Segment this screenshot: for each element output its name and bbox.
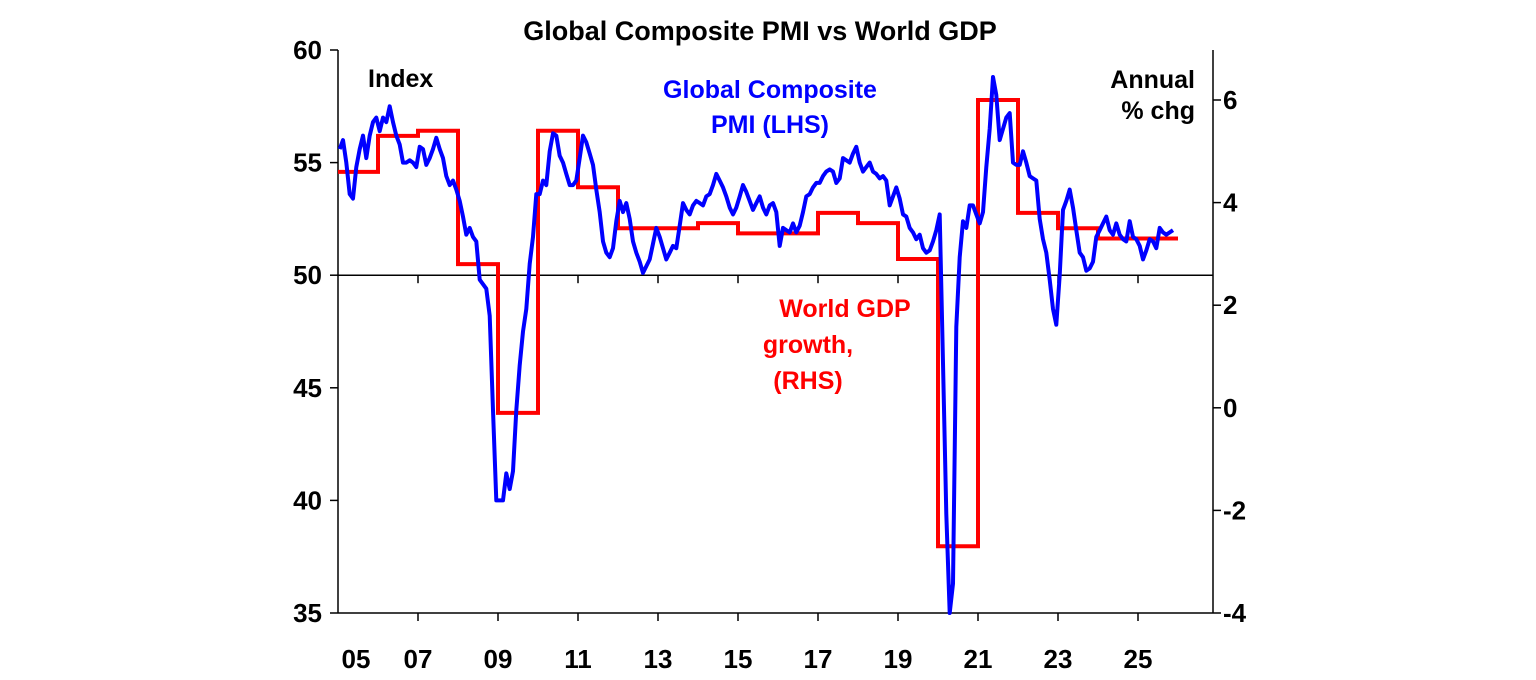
right-axis-tick-label: -2	[1223, 495, 1246, 525]
left-axis-tick-label: 60	[293, 35, 322, 65]
x-axis-tick-label: 23	[1044, 644, 1073, 674]
right-axis-tick-label: 0	[1223, 393, 1237, 423]
left-axis-tick-label: 35	[293, 598, 322, 628]
gdp-series-label-line3: (RHS)	[773, 367, 842, 395]
x-axis-tick-label: 11	[564, 644, 592, 674]
x-axis-tick-label: 25	[1124, 644, 1153, 674]
chart-title: Global Composite PMI vs World GDP	[523, 16, 997, 46]
gdp-series-label-line1: World GDP	[779, 295, 910, 323]
x-axis-tick-label: 05	[342, 644, 371, 674]
x-axis-tick-label: 07	[404, 644, 433, 674]
x-axis-tick-label: 17	[804, 644, 833, 674]
right-axis-label-line1: Annual	[1110, 66, 1195, 94]
gdp-series-label-line2: growth,	[763, 331, 853, 359]
series-marks	[337, 75, 1178, 615]
x-axis-tick-label: 21	[964, 644, 993, 674]
x-axis-tick-label: 09	[484, 644, 513, 674]
gdp-growth-line	[338, 98, 1178, 549]
left-axis-tick-label: 50	[293, 260, 322, 290]
left-axis-tick-label: 40	[293, 485, 322, 515]
x-axis-tick-label: 19	[884, 644, 913, 674]
x-axis-tick-label: 15	[724, 644, 753, 674]
x-axis-tick-label: 13	[644, 644, 673, 674]
pmi-series-label-line1: Global Composite	[663, 76, 877, 104]
left-axis-label: Index	[368, 65, 433, 93]
right-axis-label-line2: % chg	[1121, 97, 1195, 125]
pmi-line	[337, 75, 1175, 615]
right-axis-tick-label: 6	[1223, 85, 1237, 115]
right-axis-tick-label: 4	[1223, 188, 1238, 218]
right-axis-tick-label: 2	[1223, 290, 1237, 320]
axes: 35 40 45 50 55 60 -4 -2 0 2 4 6 05 07 09 11 13 15 17 19 21 23…	[293, 35, 1247, 674]
left-axis-tick-label: 55	[293, 148, 322, 178]
right-axis-tick-label: -4	[1223, 598, 1247, 628]
pmi-series-label-line2: PMI (LHS)	[711, 111, 829, 139]
left-axis-tick-label: 45	[293, 373, 322, 403]
